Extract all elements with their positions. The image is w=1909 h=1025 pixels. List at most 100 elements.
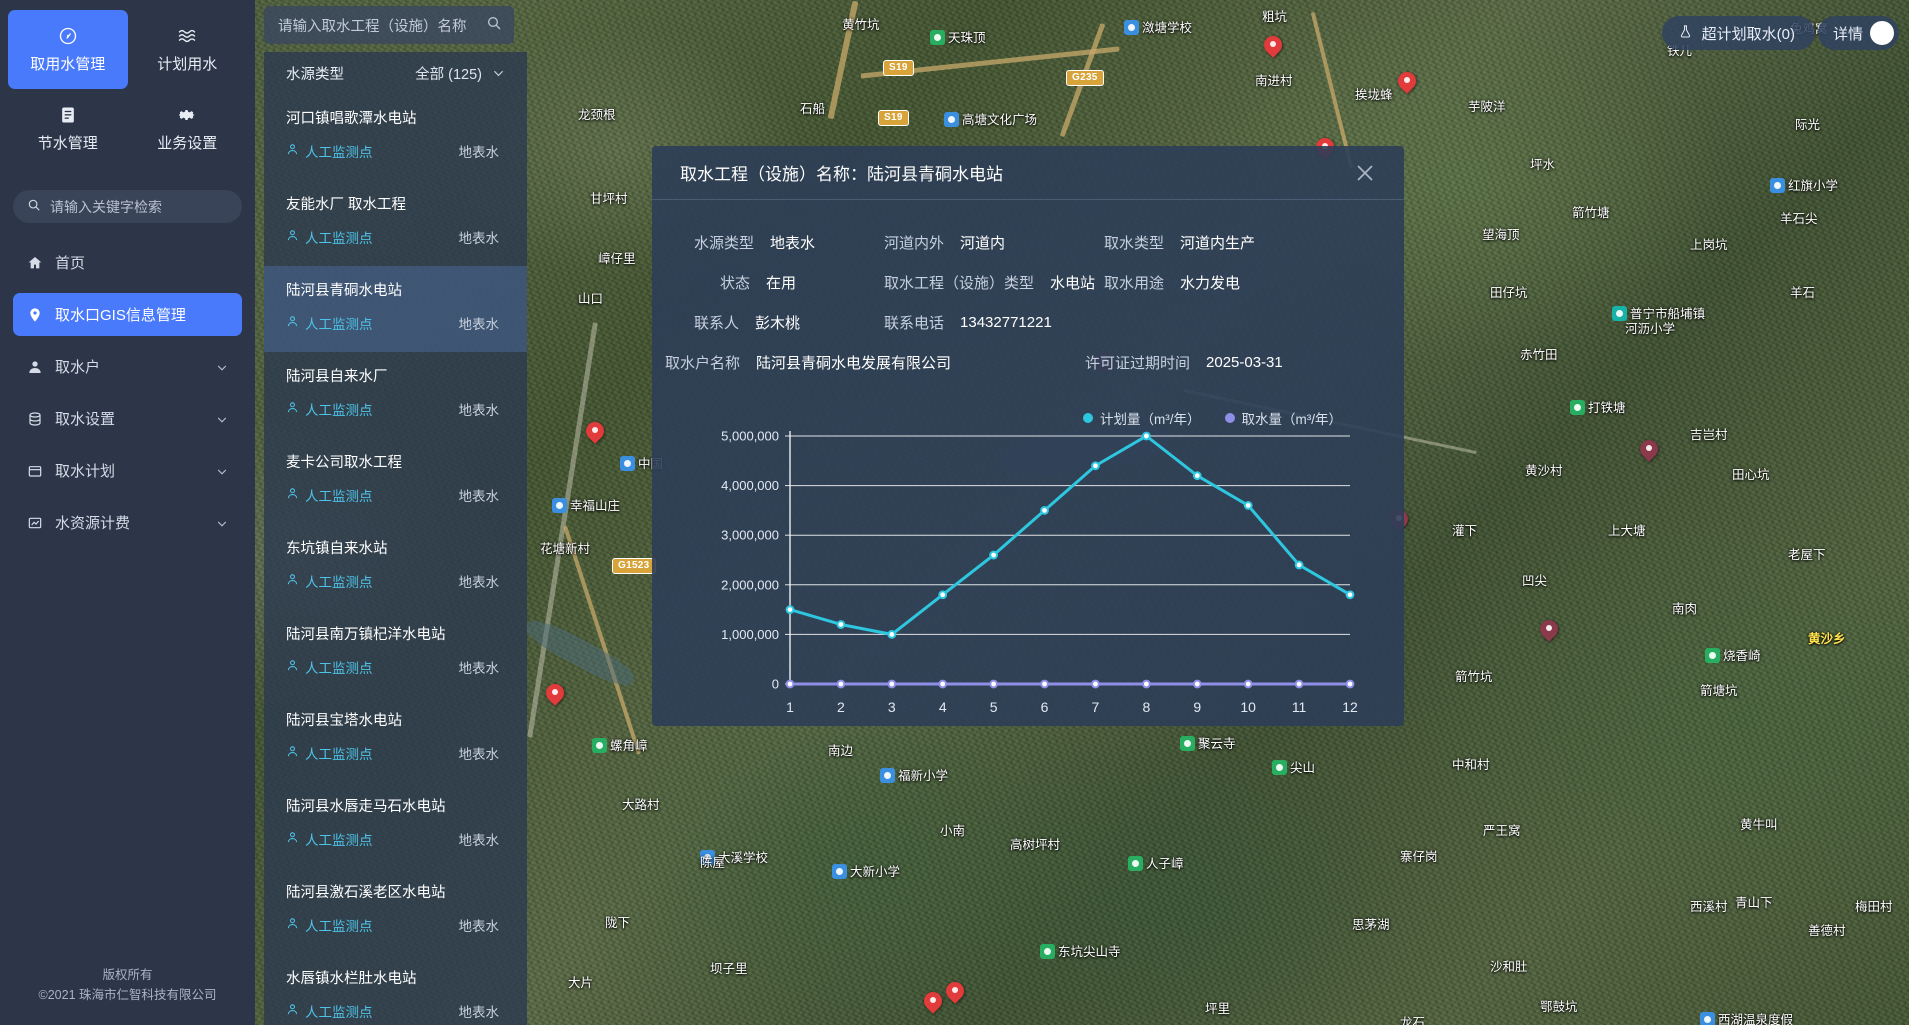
list-item[interactable]: 陆河县南万镇杞洋水电站 人工监测点 地表水 (264, 610, 527, 696)
list-item[interactable]: 水唇镇水栏肚水电站 人工监测点 地表水 (264, 954, 527, 1025)
app-tile-business-settings[interactable]: 业务设置 (128, 89, 248, 168)
chart-data-point[interactable] (836, 679, 846, 689)
chart-x-tick-label: 4 (939, 699, 947, 715)
chart-data-point[interactable] (1141, 679, 1151, 689)
map-marker-pin[interactable] (1260, 32, 1286, 62)
map-poi-label: 黄竹坑 (842, 18, 880, 32)
monitor-point-link[interactable]: 人工监测点 (286, 915, 459, 935)
map-poi-icon (880, 768, 895, 783)
map-marker-pin[interactable] (1536, 616, 1562, 646)
chart-data-point[interactable] (989, 550, 999, 560)
chart-data-point[interactable] (1243, 679, 1253, 689)
detail-toggle[interactable]: 详情 (1817, 16, 1899, 50)
chart-legend[interactable]: 计划量（m³/年） 取水量（m³/年） (1083, 408, 1342, 428)
chevron-down-icon[interactable] (216, 361, 228, 373)
chart-data-point[interactable] (887, 630, 897, 639)
monitor-point-link[interactable]: 人工监测点 (286, 829, 459, 849)
detail-toggle-knob[interactable] (1870, 21, 1894, 45)
list-item[interactable]: 东坑镇自来水站 人工监测点 地表水 (264, 524, 527, 610)
chart-data-point[interactable] (1345, 590, 1355, 600)
app-tile-water-use-management[interactable]: 取用水管理 (8, 10, 128, 89)
map-marker-pin[interactable] (1394, 68, 1420, 98)
chart-data-point[interactable] (1141, 431, 1151, 441)
chart-legend-item[interactable]: 取水量（m³/年） (1224, 408, 1342, 428)
water-project-list-panel[interactable]: 水源类型 全部 (125) 河口镇唱歌潭水电站 人工监测点 地表水 友能水厂 取水工程… (264, 52, 527, 1025)
search-icon[interactable] (486, 15, 502, 36)
chart-data-point[interactable] (1192, 679, 1202, 689)
sidebar-item-intake-plan[interactable]: 取水计划 (13, 449, 242, 492)
monitor-point-link[interactable]: 人工监测点 (286, 227, 459, 247)
chart-data-point[interactable] (1091, 461, 1100, 471)
chart-y-tick-label: 2,000,000 (721, 577, 779, 592)
chevron-down-icon[interactable] (216, 413, 228, 425)
list-item[interactable]: 陆河县激石溪老区水电站 人工监测点 地表水 (264, 868, 527, 954)
field-contact-person: 联系人 彭木桃 (694, 312, 884, 333)
sidebar-item-intake-gis-management[interactable]: 取水口GIS信息管理 (13, 293, 242, 336)
chevron-down-icon[interactable] (216, 517, 228, 529)
map-marker-pin[interactable] (1636, 436, 1662, 466)
chart-data-point[interactable] (836, 620, 846, 629)
monitor-point-link[interactable]: 人工监测点 (286, 485, 459, 505)
chart-data-point[interactable] (938, 590, 948, 600)
list-item[interactable]: 陆河县宝塔水电站 人工监测点 地表水 (264, 696, 527, 782)
list-item[interactable]: 陆河县青硐水电站 人工监测点 地表水 (264, 266, 527, 352)
monitor-point-link[interactable]: 人工监测点 (286, 743, 459, 763)
list-item[interactable]: 友能水厂 取水工程 人工监测点 地表水 (264, 180, 527, 266)
map-poi-label: 箭塘坑 (1700, 684, 1738, 698)
chart-data-point[interactable] (785, 605, 795, 615)
sidebar-search-input[interactable]: 请输入关键字检索 (13, 190, 242, 223)
list-item[interactable]: 陆河县自来水厂 人工监测点 地表水 (264, 352, 527, 438)
sidebar-item-intake-settings[interactable]: 取水设置 (13, 397, 242, 440)
field-value: 彭木桃 (755, 314, 801, 332)
chart-data-point[interactable] (938, 679, 948, 689)
chevron-down-icon[interactable] (492, 67, 505, 80)
sidebar-item-home[interactable]: 首页 (13, 241, 242, 284)
map-marker-pin[interactable] (920, 988, 946, 1018)
chart-data-point[interactable] (989, 679, 999, 689)
chart-data-point[interactable] (1294, 679, 1304, 689)
over-plan-intake-button[interactable]: 超计划取水(0) (1661, 16, 1815, 50)
chart-data-point[interactable] (1040, 679, 1049, 689)
chart-data-point[interactable] (887, 679, 897, 689)
sidebar-item-water-resource-billing[interactable]: 水资源计费 (13, 501, 242, 544)
close-icon[interactable] (1352, 160, 1378, 186)
map-marker-pin[interactable] (582, 418, 608, 448)
chart-x-tick-label: 1 (786, 699, 794, 715)
monitor-point-link[interactable]: 人工监测点 (286, 313, 459, 333)
water-project-search-input[interactable]: 请输入取水工程（设施）名称 (264, 6, 514, 44)
chart-data-point[interactable] (1192, 471, 1202, 481)
field-value: 陆河县青硐水电发展有限公司 (756, 354, 952, 372)
chart-legend-item[interactable]: 计划量（m³/年） (1083, 408, 1201, 428)
monitor-point-link[interactable]: 人工监测点 (286, 1001, 459, 1021)
chart-data-point[interactable] (1294, 560, 1304, 570)
field-value: 河道内 (960, 234, 1006, 252)
field-source-type: 水源类型 地表水 (694, 232, 884, 253)
list-item[interactable]: 陆河县水唇走马石水电站 人工监测点 地表水 (264, 782, 527, 868)
app-tile-water-saving-management[interactable]: 节水管理 (8, 89, 128, 168)
map-marker-pin[interactable] (942, 978, 968, 1008)
monitor-point-link[interactable]: 人工监测点 (286, 141, 459, 161)
monitor-point-label: 人工监测点 (305, 747, 373, 762)
monitor-point-link[interactable]: 人工监测点 (286, 571, 459, 591)
chart-data-point[interactable] (1243, 501, 1253, 510)
map-poi-text: 中和村 (1452, 758, 1490, 772)
chevron-down-icon[interactable] (216, 465, 228, 477)
monitor-point-link[interactable]: 人工监测点 (286, 657, 459, 677)
monitor-point-link[interactable]: 人工监测点 (286, 399, 459, 419)
source-type-filter[interactable]: 水源类型 全部 (125) (264, 52, 527, 94)
water-project-list[interactable]: 河口镇唱歌潭水电站 人工监测点 地表水 友能水厂 取水工程 人工监测点 地表水 陆河县青硐水… (264, 94, 527, 1025)
sidebar-item-water-users[interactable]: 取水户 (13, 345, 242, 388)
chart-data-point[interactable] (1345, 679, 1355, 689)
map-poi-text: 东坑尖山寺 (1058, 945, 1121, 959)
list-item[interactable]: 河口镇唱歌潭水电站 人工监测点 地表水 (264, 94, 527, 180)
waves-icon (177, 26, 197, 46)
list-item[interactable]: 麦卡公司取水工程 人工监测点 地表水 (264, 438, 527, 524)
chart-data-point[interactable] (1091, 679, 1100, 689)
app-tile-planned-water[interactable]: 计划用水 (128, 10, 248, 89)
chart-data-point[interactable] (785, 679, 795, 689)
map-poi-text: 红旗小学 (1788, 179, 1839, 193)
chart-data-point[interactable] (1040, 506, 1049, 515)
chart-x-tick-label: 8 (1142, 699, 1150, 715)
intake-volume-chart[interactable]: 计划量（m³/年） 取水量（m³/年） 0 1,000,000 2,000,000 3,… (652, 396, 1404, 726)
map-marker-pin[interactable] (542, 680, 568, 710)
